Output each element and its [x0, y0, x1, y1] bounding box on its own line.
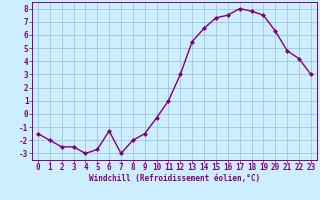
- X-axis label: Windchill (Refroidissement éolien,°C): Windchill (Refroidissement éolien,°C): [89, 174, 260, 183]
